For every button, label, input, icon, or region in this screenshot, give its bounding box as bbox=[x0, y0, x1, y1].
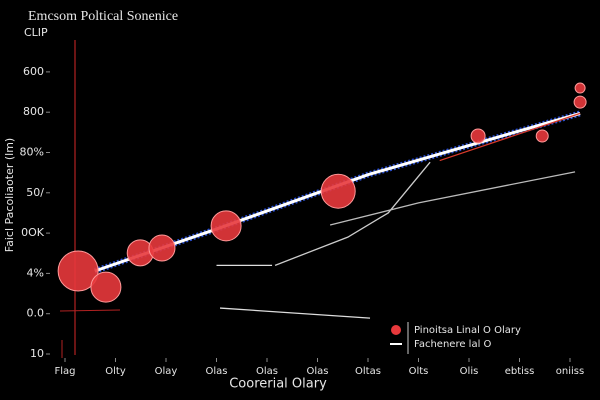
x-axis-label: Coorerial Olary bbox=[229, 377, 327, 392]
legend-swatch bbox=[391, 325, 401, 335]
x-tick-label: Olty bbox=[105, 366, 126, 377]
legend-label: Fachenere lal O bbox=[414, 339, 492, 350]
x-tick-label: Flag bbox=[54, 366, 75, 377]
y-unit: CLIP bbox=[24, 26, 48, 39]
bubble bbox=[90, 271, 122, 303]
bubble bbox=[320, 173, 356, 209]
x-tick-label: Oltas bbox=[355, 366, 381, 377]
chart-title: Emcsom Poltical Sonenice bbox=[28, 9, 178, 24]
y-tick-label: 800 bbox=[23, 105, 44, 118]
bubble bbox=[573, 95, 587, 109]
y-axis-label: Faicl Pacoliaoter (lm) bbox=[3, 138, 16, 252]
y-tick-label: 50/ bbox=[26, 186, 44, 199]
y-tick-label: 600 bbox=[23, 65, 44, 78]
line bbox=[439, 112, 581, 162]
x-tick-label: Olas bbox=[206, 366, 228, 377]
line bbox=[274, 161, 431, 266]
legend-label: Pinoitsa Linal O Olary bbox=[414, 325, 521, 336]
x-tick-label: Olas bbox=[256, 366, 278, 377]
bubble bbox=[57, 250, 99, 292]
line bbox=[219, 307, 371, 319]
x-tick-label: oniiss bbox=[556, 366, 584, 377]
baseline bbox=[59, 309, 121, 312]
y-tick-label: 4% bbox=[27, 266, 44, 279]
y-tick-label: 0.0 bbox=[27, 307, 45, 320]
bubble bbox=[210, 210, 242, 242]
x-tick-label: Olay bbox=[155, 366, 178, 377]
x-tick-label: Olis bbox=[460, 366, 479, 377]
y-tick-label: 0OK bbox=[21, 226, 45, 239]
bubble bbox=[470, 128, 486, 144]
x-tick-label: ebtiss bbox=[505, 366, 535, 377]
y-tick-label: 80% bbox=[20, 146, 44, 159]
line bbox=[329, 171, 576, 226]
x-tick-label: Olas bbox=[307, 366, 329, 377]
x-tick-label: Olts bbox=[409, 366, 429, 377]
y-tick-label: 10 bbox=[30, 347, 44, 360]
bubble bbox=[148, 234, 176, 262]
bubble bbox=[574, 82, 586, 94]
bubble bbox=[535, 129, 549, 143]
